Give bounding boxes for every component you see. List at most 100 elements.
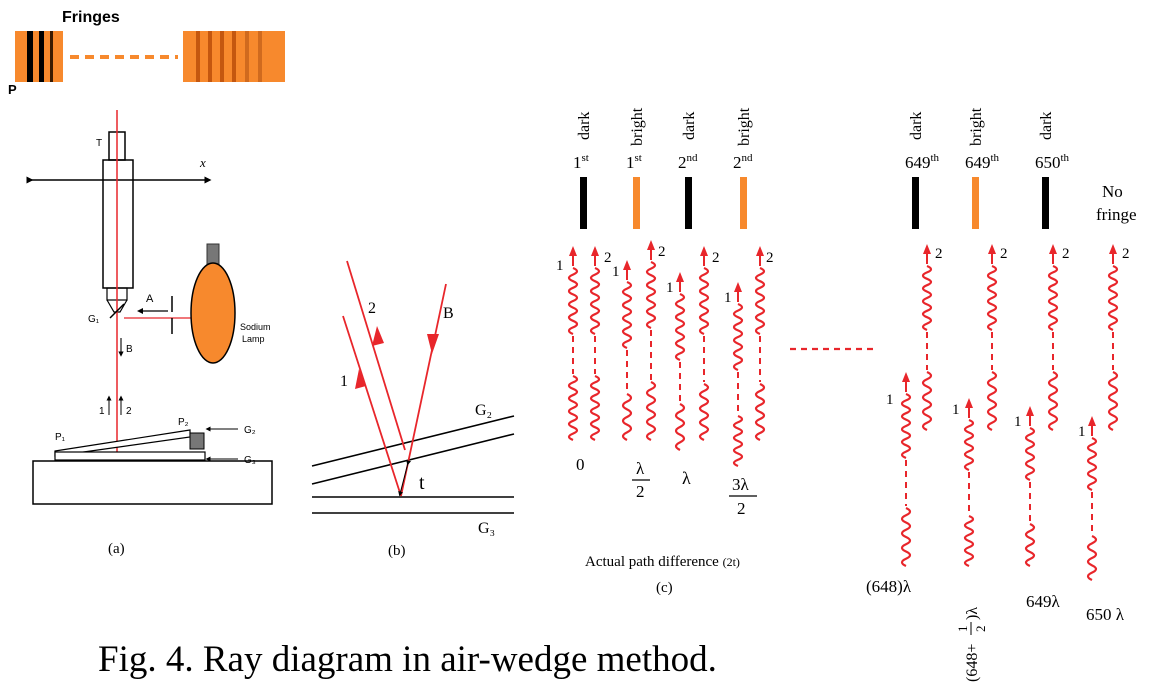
svg-text:1: 1 [1078, 424, 1086, 440]
svg-text:2: 2 [973, 626, 988, 633]
sodium-lamp [190, 243, 236, 364]
ray-2: 2 [589, 246, 612, 442]
panel-c: dark 1st bright 1st dark 2nd bright 2nd dark 649t… [556, 107, 1137, 682]
fringe-type-2: bright [629, 107, 646, 146]
panel-a: Fringes P T x [8, 9, 285, 557]
b-label: B [126, 344, 133, 355]
svg-text:(648+: (648+ [964, 644, 981, 682]
panel-b-g2: G₂ [475, 402, 492, 419]
col6-diff: (648+ 1 2 )λ [955, 607, 988, 682]
ray-1: 1 [612, 260, 633, 441]
svg-text:1: 1 [955, 626, 970, 633]
fringe-bar-1 [580, 177, 587, 229]
col7-diff: 649λ [1026, 592, 1061, 611]
panel-b-ray-b: B [443, 305, 454, 322]
svg-text:2: 2 [658, 244, 666, 260]
col2-diff-den: 2 [636, 482, 645, 501]
traveling-microscope [102, 131, 134, 313]
air-wedge-plates [32, 429, 273, 505]
fringe-ordinal-6: 649th [965, 152, 1000, 172]
ray-2: 2 [754, 246, 774, 442]
fringe-ordinal-4: 2nd [733, 152, 753, 172]
p2-label: P₂ [178, 417, 189, 428]
ray-2: 2 [1047, 244, 1070, 432]
svg-text:1: 1 [952, 402, 960, 418]
plate-g2-lower [311, 433, 515, 485]
col4-diff-num: 3λ [732, 475, 750, 494]
svg-text:2: 2 [935, 246, 943, 262]
panel-b-g3: G₃ [478, 520, 495, 537]
panel-b-ray-2: 2 [368, 300, 376, 317]
figure-caption: Fig. 4. Ray diagram in air-wedge method. [98, 639, 717, 680]
svg-text:1: 1 [666, 280, 674, 296]
ray-1: 1 [886, 372, 912, 568]
svg-text:)λ: )λ [964, 607, 981, 620]
svg-text:2: 2 [1122, 246, 1130, 262]
fringe-type-1: dark [576, 112, 593, 140]
ray-1: 1 [724, 282, 744, 468]
no-fringe-diff: 650 λ [1086, 605, 1125, 624]
fringe-ordinal-1: 1st [573, 152, 589, 172]
p1-label: P₁ [55, 432, 66, 443]
col4-diff-den: 2 [737, 499, 746, 518]
fringes-label: Fringes [62, 9, 120, 26]
fringe-ordinal-5: 649th [905, 152, 940, 172]
ray-2-arrowhead [372, 326, 384, 346]
ray-1-arrowhead [355, 369, 366, 389]
col3-diff: λ [682, 468, 691, 488]
fringe-bar-4 [740, 177, 747, 229]
fringe-ordinal-3: 2nd [678, 152, 698, 172]
panel-b-t: t [419, 472, 425, 494]
t-label: T [96, 138, 102, 149]
axis-label: Actual path difference (2t) [585, 554, 740, 570]
fringe-type-7: dark [1038, 112, 1055, 140]
lamp-label-line2: Lamp [242, 334, 265, 344]
fringe-type-5: dark [908, 112, 925, 140]
panel-b: t 1 2 B G₂ G₃ (b) [311, 260, 515, 559]
col2-diff-num: λ [636, 459, 645, 478]
svg-text:2: 2 [1062, 246, 1070, 262]
svg-text:1: 1 [612, 264, 620, 280]
ray-b-arrowhead [427, 334, 439, 354]
fringe-bar-6 [972, 177, 979, 229]
no-fringe-line2: fringe [1096, 205, 1137, 224]
fringe-strip-left [15, 31, 63, 82]
thickness-arrow [398, 459, 412, 497]
ray-1: 1 [1014, 406, 1036, 568]
ray-2: 2 [645, 240, 666, 442]
ray-2: 2 [1107, 244, 1130, 432]
panel-b-ray-1: 1 [340, 373, 348, 390]
fringe-bar-7 [1042, 177, 1049, 229]
fringe-ordinal-2: 1st [626, 152, 642, 172]
ray-1: 1 [556, 246, 579, 442]
svg-text:1: 1 [556, 258, 564, 274]
svg-text:1: 1 [724, 290, 732, 306]
svg-text:1: 1 [1014, 414, 1022, 430]
fringe-bar-3 [685, 177, 692, 229]
fringe-bar-2 [633, 177, 640, 229]
ray-1: 1 [1078, 416, 1098, 581]
glass-plate-g1 [109, 303, 125, 319]
ray-1: 1 [666, 272, 686, 451]
ray-2-reflected [346, 260, 406, 451]
g3-label: G₃ [244, 455, 256, 466]
ray-1-label: 1 [99, 406, 105, 417]
fringe-type-6: bright [968, 107, 985, 146]
svg-text:2: 2 [766, 250, 774, 266]
g1-label: G₁ [88, 314, 100, 325]
p-label: P [8, 82, 17, 97]
ray-1: 1 [952, 398, 975, 568]
col5-diff: (648)λ [866, 577, 912, 596]
fringe-type-3: dark [681, 112, 698, 140]
svg-text:2: 2 [1000, 246, 1008, 262]
lamp-label-line1: Sodium [240, 322, 271, 332]
ray-2-label: 2 [126, 406, 132, 417]
ray-2: 2 [986, 244, 1008, 432]
panel-c-sublabel: (c) [656, 580, 673, 596]
ray-2: 2 [921, 244, 943, 432]
x-label: x [199, 155, 206, 170]
fringe-type-4: bright [736, 107, 753, 146]
fringe-bar-5 [912, 177, 919, 229]
a-label: A [146, 293, 154, 305]
